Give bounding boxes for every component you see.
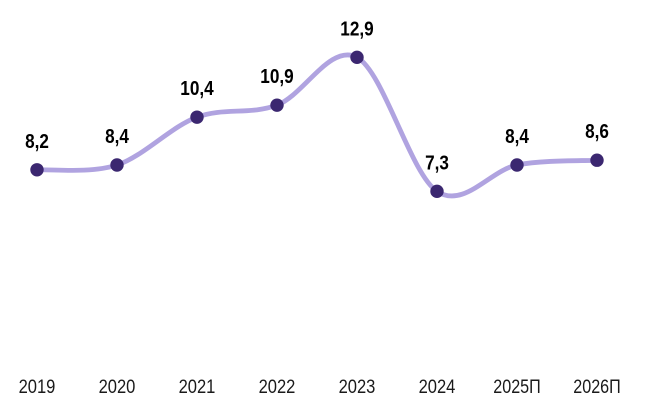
- data-point-label: 7,3: [425, 152, 449, 174]
- x-axis-label: 2020: [99, 377, 136, 398]
- x-axis-label: 2024: [419, 377, 456, 398]
- data-point: [350, 50, 364, 65]
- data-point: [510, 158, 524, 172]
- data-point-label: 10,4: [180, 78, 214, 100]
- data-point: [190, 110, 204, 124]
- series-line: [34, 52, 600, 199]
- x-axis-label: 2026П: [573, 377, 621, 398]
- data-point-label: 10,9: [260, 66, 293, 88]
- x-axis-label: 2019: [19, 377, 56, 398]
- data-point-label: 8,6: [585, 121, 609, 143]
- x-axis-label: 2023: [339, 377, 376, 398]
- x-axis-label: 2021: [179, 377, 216, 398]
- data-point-label: 8,2: [25, 131, 49, 153]
- data-point: [30, 163, 44, 177]
- data-point: [110, 158, 124, 172]
- data-point-label: 12,9: [340, 18, 373, 40]
- data-point-label: 8,4: [105, 126, 130, 148]
- data-point: [590, 153, 604, 167]
- data-point: [430, 184, 444, 199]
- data-point-label: 8,4: [505, 126, 530, 148]
- x-axis-label: 2022: [259, 377, 296, 398]
- data-point: [270, 98, 284, 112]
- x-axis-label: 2025П: [493, 377, 541, 398]
